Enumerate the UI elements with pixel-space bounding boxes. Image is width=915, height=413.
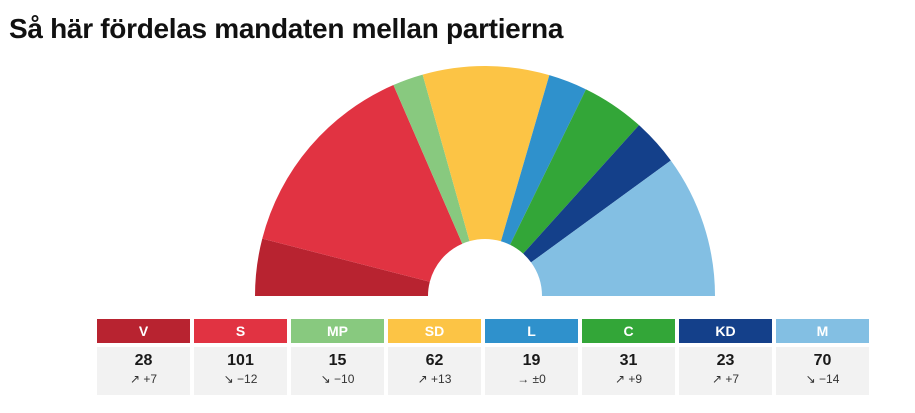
party-stats: 62 ↗ +13 [388, 347, 481, 395]
seat-change: ↗ +9 [614, 372, 643, 386]
party-column-mp: MP 15 ↘ −10 [291, 319, 384, 395]
seat-change: ↘ −14 [805, 372, 840, 386]
party-column-l: L 19 → ±0 [485, 319, 578, 395]
party-stats: 19 → ±0 [485, 347, 578, 395]
seat-slice-s [262, 85, 463, 282]
seat-change: ↗ +7 [711, 372, 740, 386]
seat-count: 62 [425, 352, 444, 369]
party-column-sd: SD 62 ↗ +13 [388, 319, 481, 395]
seat-change: ↘ −10 [320, 372, 355, 386]
party-badge: V [97, 319, 190, 343]
party-stats: 28 ↗ +7 [97, 347, 190, 395]
party-column-kd: KD 23 ↗ +7 [679, 319, 772, 395]
seat-count: 70 [813, 352, 832, 369]
party-stats: 23 ↗ +7 [679, 347, 772, 395]
party-badge: C [582, 319, 675, 343]
seat-slice-sd [422, 66, 550, 242]
page-title: Så här fördelas mandaten mellan partiern… [9, 13, 564, 44]
party-stats: 31 ↗ +9 [582, 347, 675, 395]
seat-count: 15 [328, 352, 347, 369]
seat-change: ↗ +13 [417, 372, 452, 386]
seat-change: ↘ −12 [223, 372, 258, 386]
party-badge: L [485, 319, 578, 343]
party-stats: 70 ↘ −14 [776, 347, 869, 395]
party-badge: SD [388, 319, 481, 343]
party-stats: 101 ↘ −12 [194, 347, 287, 395]
party-column-s: S 101 ↘ −12 [194, 319, 287, 395]
seat-slice-l [500, 75, 586, 245]
party-column-m: M 70 ↘ −14 [776, 319, 869, 395]
seat-count: 23 [716, 352, 735, 369]
party-badge: S [194, 319, 287, 343]
seat-slice-c [510, 89, 640, 254]
seat-change: → ±0 [517, 372, 546, 386]
seat-slice-mp [393, 74, 470, 244]
seat-count: 28 [134, 352, 153, 369]
seat-count: 31 [619, 352, 638, 369]
seat-change: ↗ +7 [129, 372, 158, 386]
party-column-v: V 28 ↗ +7 [97, 319, 190, 395]
party-badge: KD [679, 319, 772, 343]
seat-count: 19 [522, 352, 541, 369]
seat-slice-m [531, 160, 715, 296]
party-table: V 28 ↗ +7 S 101 ↘ −12 MP 15 ↘ −10 SD 62 ↗ +13 L 19 → ±… [97, 319, 869, 395]
party-stats: 15 ↘ −10 [291, 347, 384, 395]
party-badge: M [776, 319, 869, 343]
seat-count: 101 [227, 352, 254, 369]
seat-distribution-chart [255, 66, 715, 296]
seat-slice-kd [523, 125, 671, 263]
seat-slice-v [255, 238, 430, 296]
party-badge: MP [291, 319, 384, 343]
party-column-c: C 31 ↗ +9 [582, 319, 675, 395]
